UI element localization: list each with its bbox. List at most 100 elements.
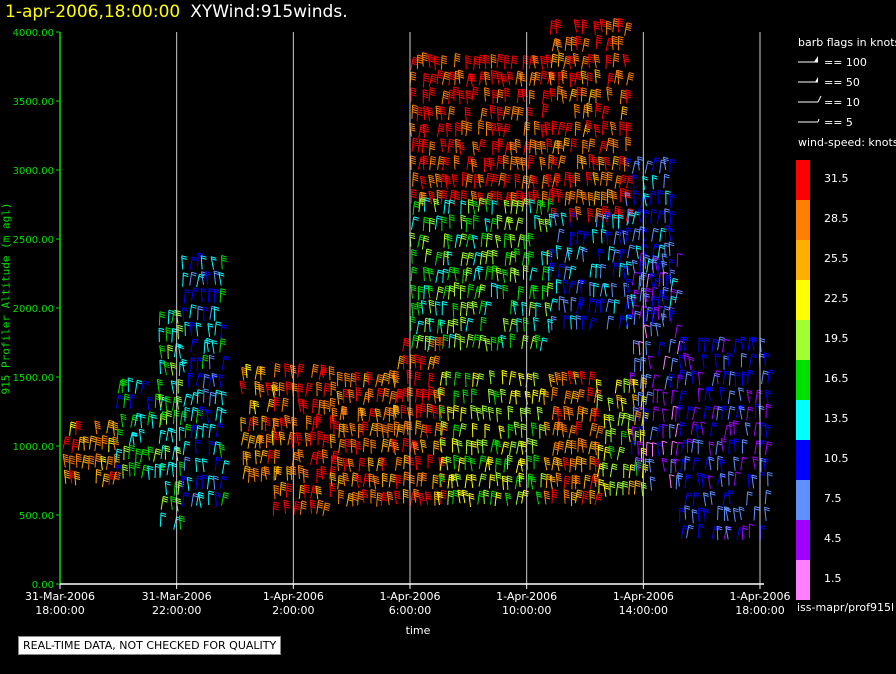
wind-barb [323,400,330,415]
wind-barb [632,406,639,422]
wind-barb [562,279,569,294]
wind-barb [541,251,547,266]
wind-barb [740,336,747,351]
wind-barb [403,471,410,486]
wind-barb [436,123,445,138]
wind-barb [481,405,488,420]
wind-barb [291,382,298,397]
x-tick-label: 6:00:00 [389,604,431,617]
wind-barb [208,490,214,505]
wind-barb [173,481,181,496]
wind-barb [531,389,539,404]
wind-barb [433,55,440,71]
wind-barb [674,324,683,339]
wind-barb [197,252,204,268]
wind-barb [579,370,587,385]
wind-barb [625,136,632,152]
wind-barb [447,285,455,300]
wind-barb [208,287,215,303]
wind-barb [436,491,444,506]
wind-barb [555,19,562,34]
wind-barb [495,407,502,422]
wind-barb [556,440,565,455]
wind-barb [631,271,640,286]
wind-barb [763,352,770,367]
wind-barb [147,396,153,411]
wind-barb [344,372,351,388]
wind-barb [588,89,597,103]
wind-barb [543,490,551,505]
wind-barb [283,499,290,514]
wind-barb [373,475,380,490]
wind-barb [644,254,650,269]
x-tick-label: 14:00:00 [619,604,668,617]
wind-barb [69,421,77,436]
wind-barb [453,52,461,68]
wind-barb [605,54,612,69]
wind-barb [520,440,527,455]
wind-barb [617,214,624,229]
wind-barb [354,371,361,387]
wind-barb [453,454,460,470]
wind-barb [444,175,452,190]
wind-barb [593,473,601,488]
wind-barb [489,474,496,489]
wind-barb [632,174,639,189]
wind-barb [675,423,683,438]
wind-barb [473,55,480,71]
wind-barb [220,391,227,406]
wind-barb [639,428,646,444]
wind-barb [571,36,577,52]
wind-barb [532,189,540,204]
wind-barb [490,282,497,298]
wind-barb [648,458,655,473]
wind-barb [569,231,576,247]
wind-barb [190,357,197,372]
wind-barb [509,318,518,332]
wind-barb [195,425,203,440]
wind-barb [376,492,383,507]
wind-barb [195,322,202,337]
wind-barb [563,475,571,490]
wind-barb [355,474,363,488]
wind-barb [297,398,305,412]
wind-barb [504,87,511,103]
wind-barb [682,336,689,351]
wind-barb [94,420,101,435]
wind-barb [612,214,618,229]
wind-barb [580,155,587,170]
wind-barb [728,439,735,454]
wind-barb [421,388,428,403]
wind-barb [619,121,626,136]
wind-barb [668,373,675,388]
wind-barb [386,491,394,506]
wind-barb [611,282,617,298]
wind-barb [527,232,534,247]
wind-barb [410,155,417,170]
wind-barb [450,473,457,489]
wind-barb [561,371,568,386]
wind-barb [316,468,323,483]
wind-barb [534,334,541,349]
wind-barb [208,440,216,456]
wind-barb [549,298,559,312]
wind-barb [547,71,556,85]
wind-barb [490,69,497,85]
wind-barb [508,370,517,385]
wind-barb [574,71,583,86]
wind-barb [570,439,577,455]
wind-barb [352,491,358,507]
wind-barb [605,429,612,445]
wind-barb [426,403,433,418]
wind-barb [374,408,382,422]
wind-barb [112,436,120,451]
wind-barb [601,105,610,120]
wind-barb [437,388,444,403]
wind-barb [106,419,115,434]
wind-barb [555,472,563,487]
wind-barb [720,438,727,452]
wind-barb [447,138,455,153]
wind-barb [465,55,472,70]
wind-barb [575,35,582,51]
wind-barb [613,299,620,314]
